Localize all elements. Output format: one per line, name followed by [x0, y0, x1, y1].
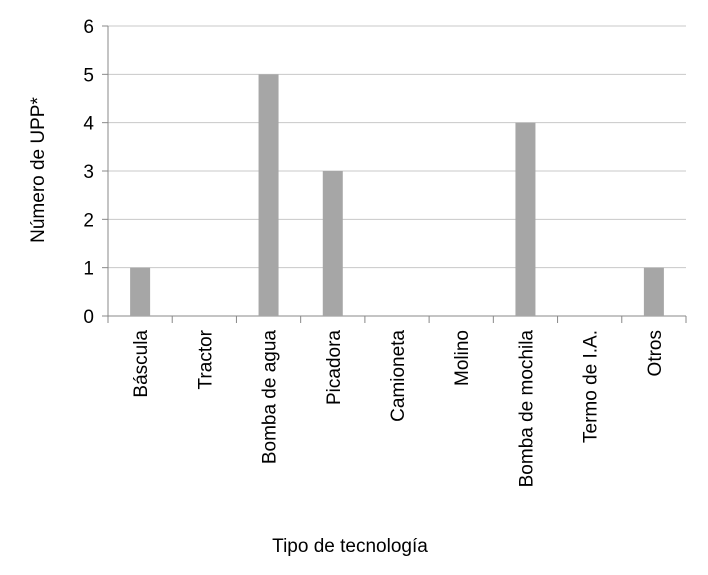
y-tick-label: 4 [83, 114, 94, 135]
y-tick-label: 3 [83, 162, 94, 183]
x-tick-label: Termo de I.A. [581, 330, 602, 443]
bar [643, 267, 664, 316]
y-axis-title: Número de UPP* [28, 97, 49, 243]
y-tick-label: 6 [83, 17, 94, 38]
x-tick-label: Bomba de mochila [516, 330, 537, 488]
x-tick-label: Tractor [195, 329, 216, 389]
x-axis-title: Tipo de tecnología [272, 536, 428, 557]
bar [322, 171, 343, 316]
y-tick-label: 0 [83, 307, 94, 328]
x-tick-label: Molino [452, 330, 473, 386]
x-tick-label: Báscula [131, 330, 152, 398]
x-tick-label: Picadora [324, 330, 345, 405]
y-tick-label: 1 [83, 259, 94, 280]
y-tick-label: 5 [83, 65, 94, 86]
bar [130, 267, 151, 316]
x-tick-label: Bomba de agua [260, 330, 281, 465]
x-tick-label: Otros [645, 330, 666, 376]
y-tick-label: 2 [83, 210, 94, 231]
x-tick-label: Camioneta [388, 330, 409, 422]
bar [258, 74, 279, 316]
bar [515, 122, 536, 317]
